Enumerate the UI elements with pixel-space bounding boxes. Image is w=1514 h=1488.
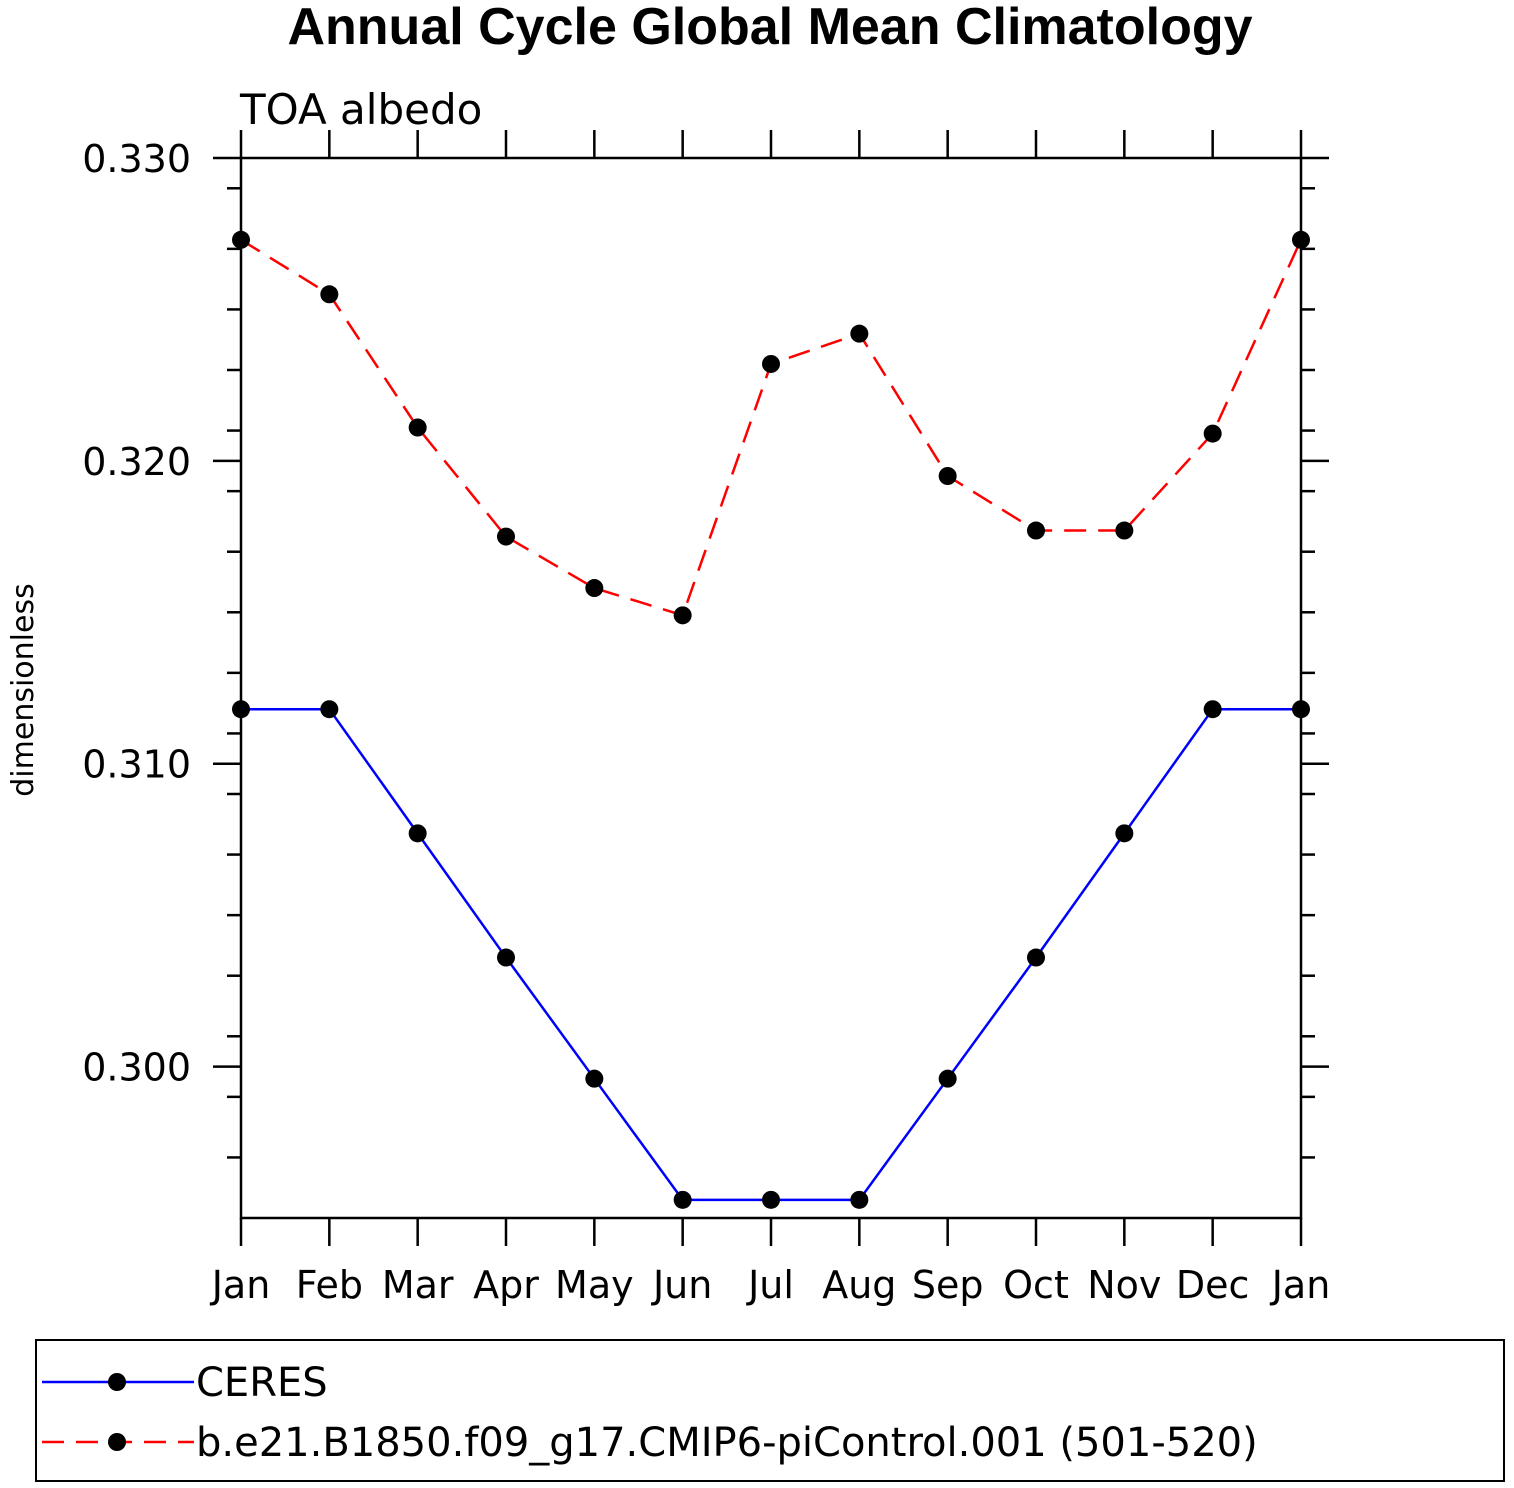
x-tick-label: Sep [912, 1263, 984, 1307]
x-tick-label: Oct [1003, 1263, 1069, 1307]
x-tick-label: Mar [382, 1263, 454, 1307]
legend-marker [108, 1373, 126, 1391]
legend: CERES b.e21.B1850.f09_g17.CMIP6-piControl… [35, 1339, 1505, 1482]
data-point [408, 824, 427, 843]
data-point [1203, 700, 1222, 719]
chart-title: Annual Cycle Global Mean Climatology [287, 0, 1252, 56]
x-tick-label: May [555, 1263, 634, 1307]
y-tick-label: 0.320 [82, 440, 191, 484]
series-layer [232, 230, 1310, 1209]
legend-entry-0: CERES [42, 1360, 328, 1406]
data-point [320, 700, 339, 719]
data-point [497, 527, 515, 546]
data-point [1027, 948, 1045, 967]
data-point [232, 230, 250, 249]
data-point [762, 354, 780, 373]
data-point [1115, 824, 1134, 843]
y-axis-label: dimensionless [6, 583, 41, 796]
y-tick-label: 0.300 [82, 1046, 191, 1090]
legend-label: b.e21.B1850.f09_g17.CMIP6-piControl.001 … [196, 1420, 1258, 1466]
data-point [850, 324, 869, 343]
x-tick-label: Feb [296, 1263, 363, 1307]
data-point [762, 1190, 780, 1209]
data-point [585, 579, 604, 598]
data-point [1203, 424, 1222, 443]
x-tick-label: Nov [1087, 1263, 1161, 1307]
x-tick-label: Aug [822, 1263, 896, 1307]
y-tick-label: 0.330 [82, 137, 191, 181]
data-point [320, 285, 339, 304]
y-tick-label: 0.310 [82, 743, 191, 787]
series-1 [232, 230, 1310, 625]
legend-entry-1: b.e21.B1850.f09_g17.CMIP6-piControl.001 … [42, 1420, 1258, 1466]
x-tick-label: Apr [473, 1263, 539, 1307]
legend-label: CERES [196, 1360, 328, 1406]
data-point [1115, 521, 1134, 540]
data-point [585, 1069, 604, 1088]
x-tick-label: Jun [651, 1263, 712, 1307]
x-tick-label: Jan [210, 1263, 271, 1307]
axes: Jan Feb Mar Apr May Jun Jul Aug Sep Oct Nov Dec Jan 0… [82, 130, 1330, 1307]
data-point [408, 418, 427, 437]
plot-frame [239, 156, 1303, 1220]
series-line [240, 238, 1303, 617]
x-tick-label: Jul [746, 1263, 794, 1307]
data-point [938, 1069, 957, 1088]
series-line [241, 707, 1301, 1202]
chart-subtitle: TOA albedo [239, 85, 482, 134]
data-point [1027, 521, 1045, 540]
legend-entries: CERES b.e21.B1850.f09_g17.CMIP6-piControl… [42, 1360, 1258, 1466]
data-point [1292, 230, 1310, 249]
data-point [232, 700, 250, 719]
legend-frame [35, 1339, 1505, 1482]
data-point [497, 948, 515, 967]
data-point [673, 606, 692, 625]
series-0 [232, 700, 1310, 1209]
legend-marker [108, 1433, 126, 1451]
data-point [1292, 700, 1310, 719]
data-point [850, 1190, 869, 1209]
x-tick-label: Dec [1176, 1263, 1250, 1307]
data-point [938, 467, 957, 485]
data-point [673, 1190, 692, 1209]
x-tick-label: Jan [1270, 1263, 1331, 1307]
